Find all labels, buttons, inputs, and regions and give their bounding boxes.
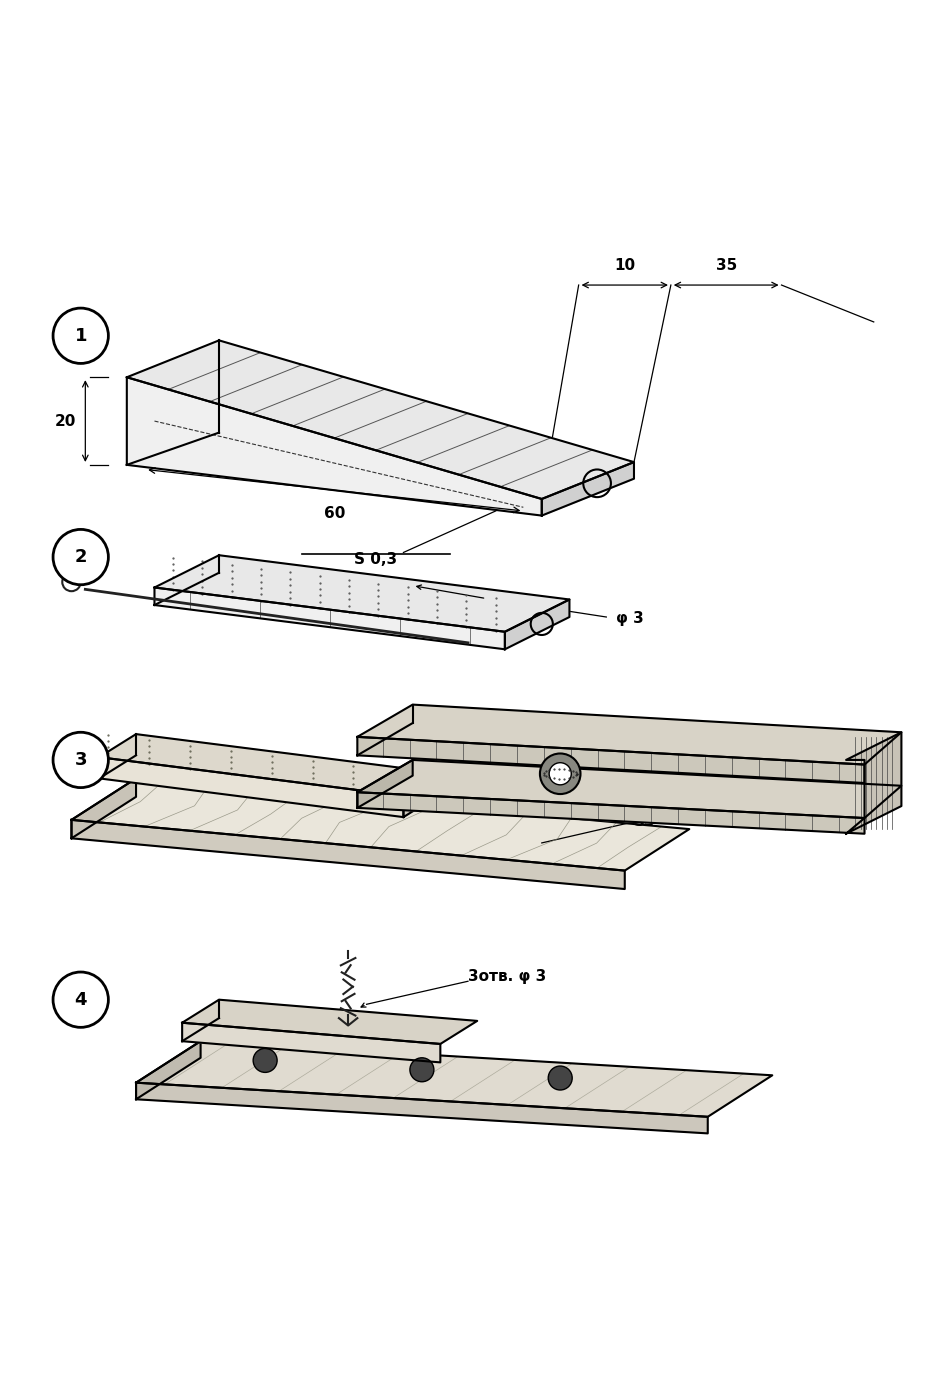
- Polygon shape: [99, 757, 403, 818]
- Circle shape: [53, 732, 109, 788]
- Polygon shape: [542, 462, 634, 515]
- Circle shape: [540, 753, 580, 794]
- Polygon shape: [154, 588, 505, 650]
- Circle shape: [253, 1049, 277, 1072]
- Circle shape: [53, 529, 109, 585]
- Polygon shape: [99, 734, 440, 795]
- Text: 2: 2: [75, 547, 87, 566]
- Polygon shape: [71, 778, 689, 871]
- Polygon shape: [126, 433, 634, 515]
- Circle shape: [410, 1058, 434, 1082]
- Circle shape: [549, 763, 571, 785]
- Polygon shape: [505, 599, 569, 650]
- Text: 10: 10: [614, 258, 636, 273]
- Polygon shape: [154, 556, 569, 631]
- Polygon shape: [358, 704, 901, 764]
- Polygon shape: [71, 820, 624, 889]
- Circle shape: [53, 308, 109, 364]
- Polygon shape: [136, 1042, 772, 1117]
- Polygon shape: [358, 760, 413, 808]
- Text: 4: 4: [75, 991, 87, 1008]
- Polygon shape: [136, 1082, 708, 1134]
- Text: φ 3: φ 3: [616, 612, 643, 626]
- Polygon shape: [358, 792, 865, 834]
- Circle shape: [53, 972, 109, 1028]
- Text: 3: 3: [75, 750, 87, 769]
- Polygon shape: [403, 773, 440, 818]
- Text: 1: 1: [75, 326, 87, 344]
- Text: S 0,3: S 0,3: [354, 553, 398, 567]
- Polygon shape: [846, 732, 901, 834]
- Polygon shape: [183, 1023, 440, 1063]
- Polygon shape: [71, 778, 136, 839]
- Text: 20: 20: [54, 413, 76, 428]
- Text: 35: 35: [715, 258, 737, 273]
- Polygon shape: [183, 1000, 477, 1044]
- Circle shape: [548, 1065, 572, 1091]
- Polygon shape: [126, 377, 542, 515]
- Text: 60: 60: [324, 505, 345, 521]
- Polygon shape: [126, 340, 634, 498]
- Text: 3отв. φ 3: 3отв. φ 3: [468, 969, 547, 984]
- Polygon shape: [358, 760, 901, 818]
- Text: S3: S3: [634, 815, 655, 829]
- Polygon shape: [136, 1042, 200, 1099]
- Polygon shape: [358, 736, 865, 783]
